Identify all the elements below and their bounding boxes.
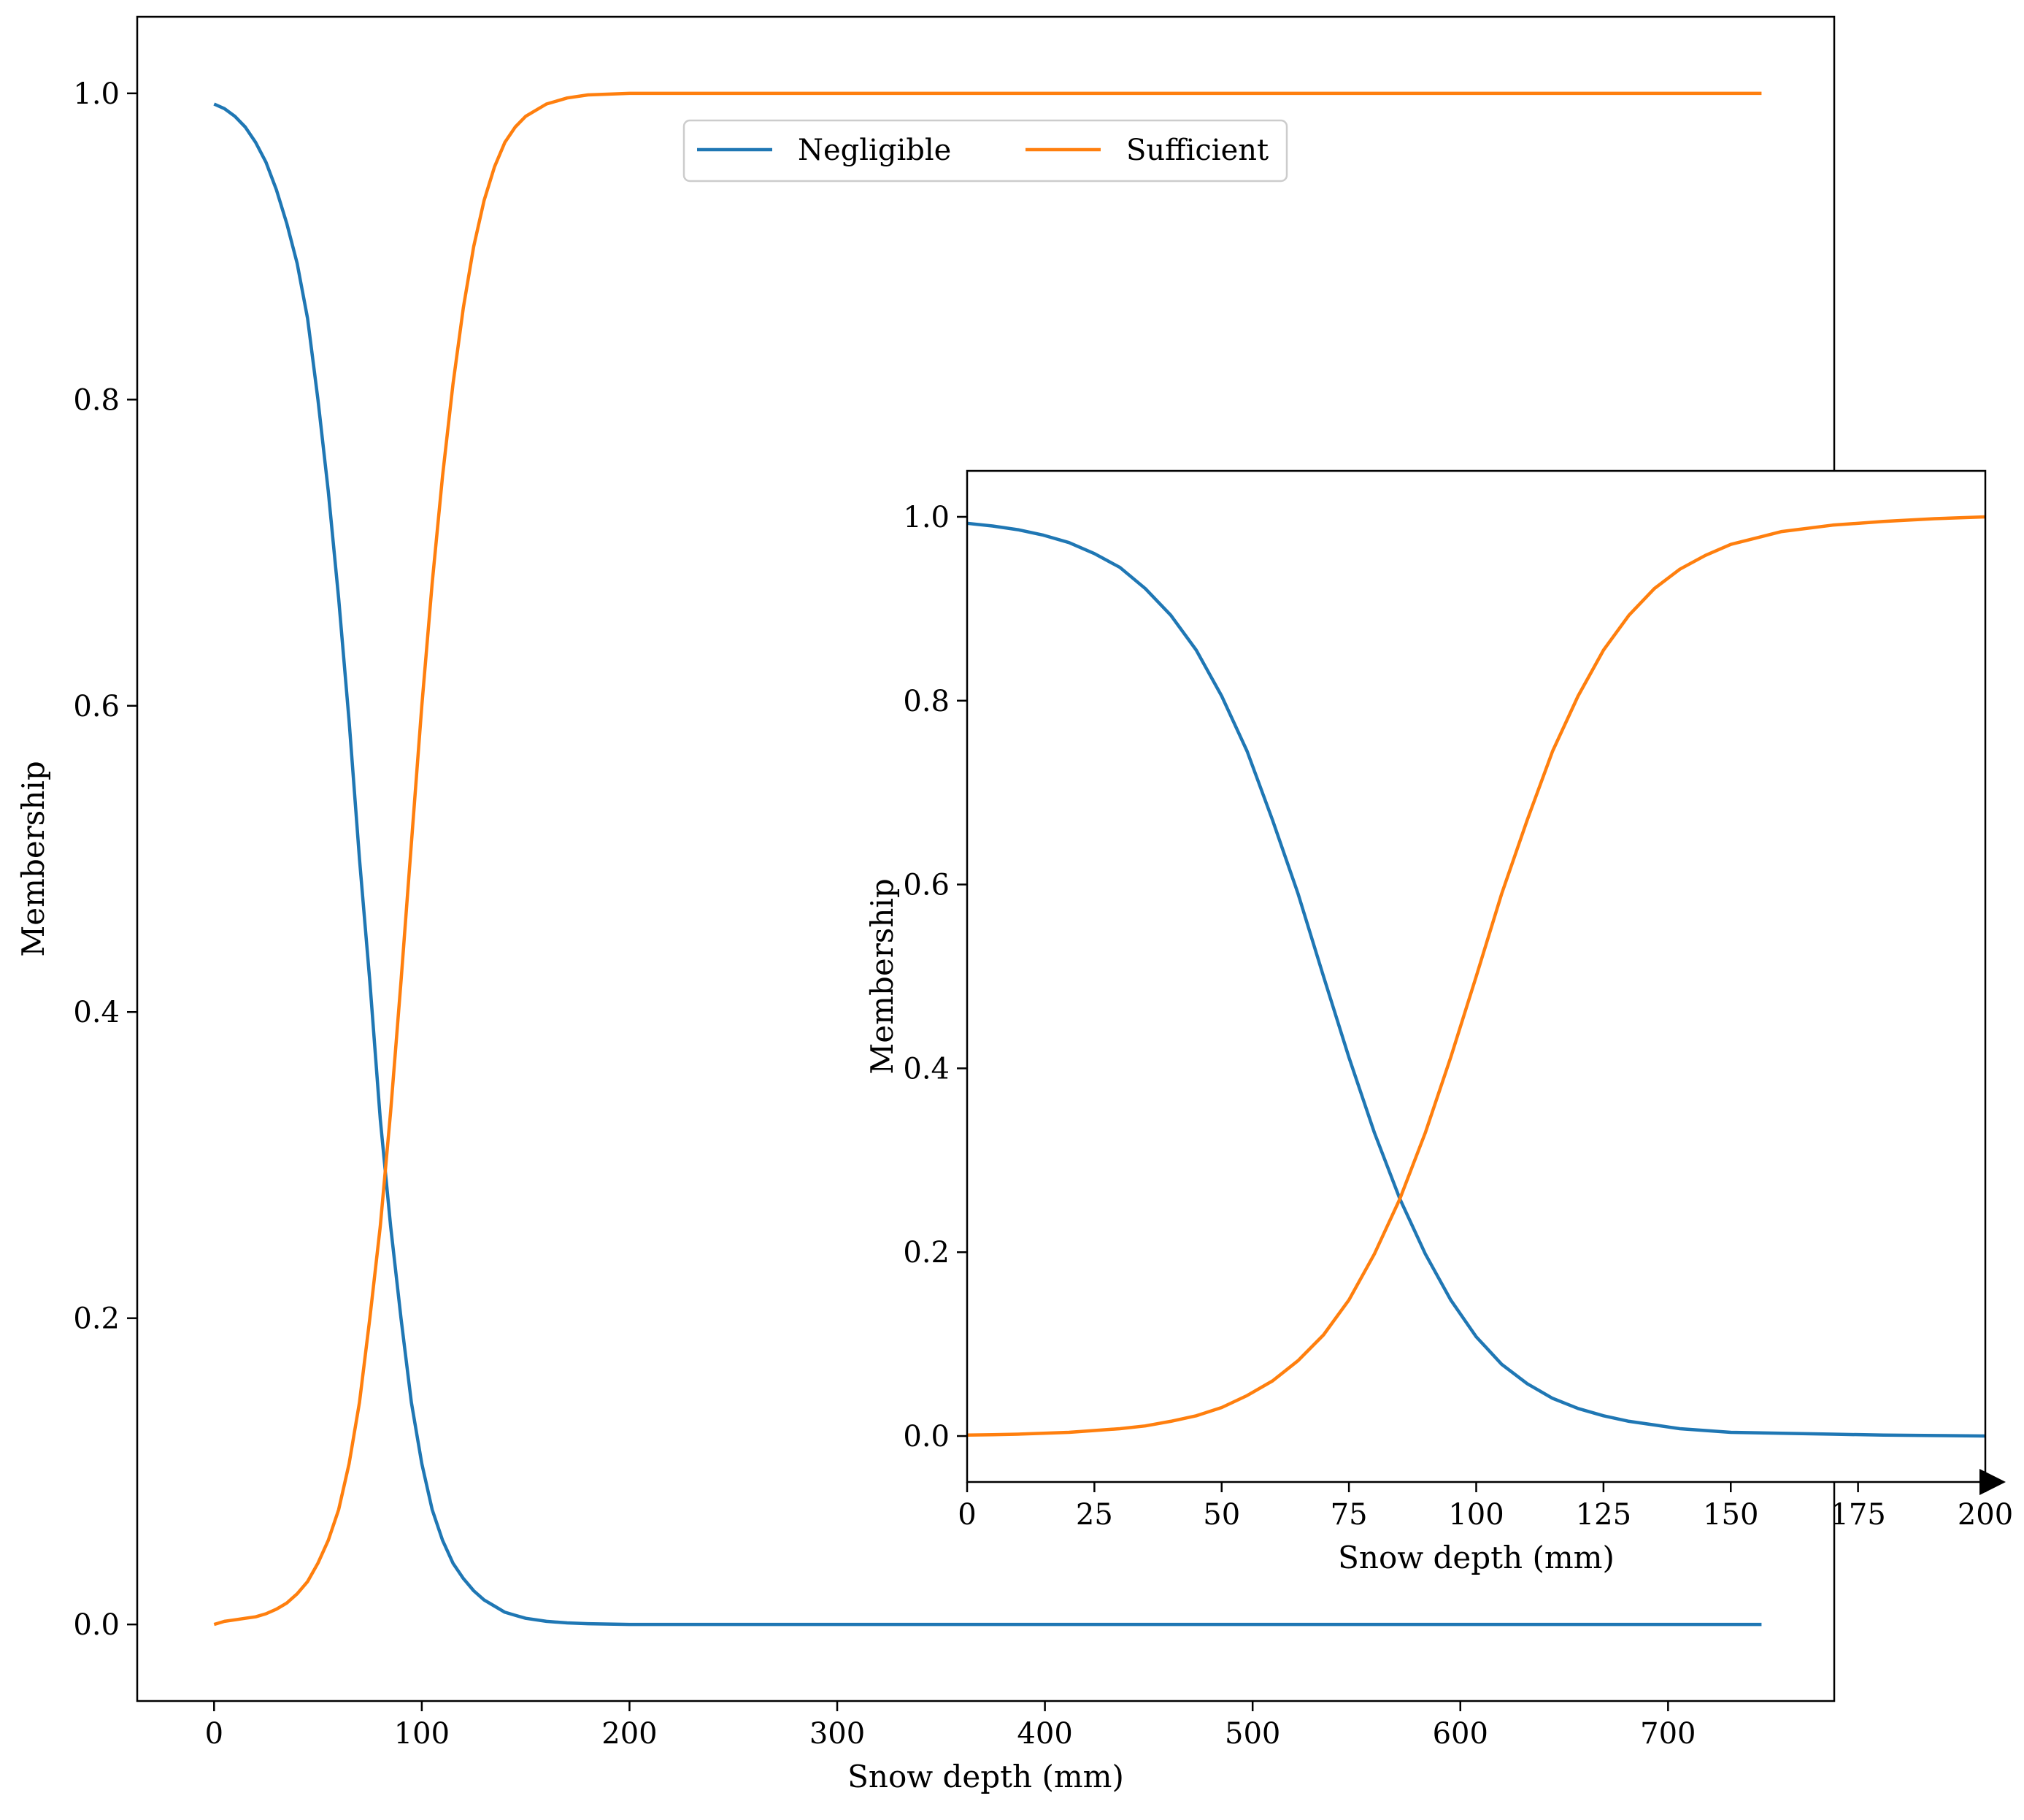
inset-x-tick-label: 150: [1703, 1498, 1758, 1532]
inset-y-tick-label: 0.0: [903, 1420, 950, 1454]
inset-y-axis-label: Membership: [864, 878, 900, 1074]
legend-label-negligible: Negligible: [798, 134, 951, 167]
inset-series-line-negligible: [966, 521, 1986, 1438]
legend-frame: [682, 119, 1288, 183]
inset-x-axis-arrowhead: [1979, 1469, 2006, 1495]
main-series-line-negligible: [213, 102, 1762, 1627]
inset-x-tick-label: 100: [1448, 1498, 1504, 1532]
inset-x-tick-label: 0: [958, 1498, 976, 1532]
inset-y-tick-label: 0.6: [903, 869, 950, 902]
main-y-tick-label: 0.8: [73, 383, 120, 417]
main-x-tick-label: 100: [394, 1717, 450, 1751]
inset-series-line-sufficient: [966, 515, 1986, 1437]
inset-y-tick-label: 0.2: [903, 1236, 950, 1270]
inset-x-tick-label: 25: [1076, 1498, 1113, 1532]
main-x-tick-label: 700: [1640, 1717, 1696, 1751]
main-legend: Negligible Sufficient: [682, 119, 1288, 183]
main-x-tick-label: 200: [601, 1717, 657, 1751]
main-y-axis-label: Membership: [15, 761, 51, 956]
main-x-tick-label: 400: [1017, 1717, 1072, 1751]
inset-y-tick-label: 1.0: [903, 501, 950, 534]
inset-x-tick-label: 200: [1958, 1498, 2013, 1532]
main-x-axis-label: Snow depth (mm): [847, 1759, 1124, 1794]
main-y-tick-label: 0.2: [73, 1302, 120, 1336]
inset-x-tick-label: 50: [1203, 1498, 1240, 1532]
main-x-tick-label: 0: [205, 1717, 223, 1751]
main-y-tick-label: 0.4: [73, 996, 120, 1029]
main-y-tick-label: 0.6: [73, 690, 120, 723]
main-y-tick-label: 0.0: [73, 1608, 120, 1642]
main-x-tick-label: 600: [1433, 1717, 1488, 1751]
main-series-line-sufficient: [213, 91, 1762, 1627]
inset-x-tick-label: 175: [1830, 1498, 1885, 1532]
main-y-tick-label: 1.0: [73, 77, 120, 111]
legend-label-sufficient: Sufficient: [1126, 134, 1269, 167]
inset-x-tick-label: 75: [1331, 1498, 1368, 1532]
main-x-tick-label: 300: [809, 1717, 865, 1751]
main-x-tick-label: 500: [1225, 1717, 1280, 1751]
inset-y-tick-label: 0.8: [903, 685, 950, 718]
inset-x-axis-label: Snow depth (mm): [1338, 1540, 1615, 1575]
inset-x-tick-label: 125: [1576, 1498, 1631, 1532]
inset-chart: 0 25 50 75 100 125 150 175 200 0.0 0.2 0.4 0.6 0.8 1.0…: [864, 469, 2013, 1575]
inset-y-tick-label: 0.4: [903, 1052, 950, 1086]
